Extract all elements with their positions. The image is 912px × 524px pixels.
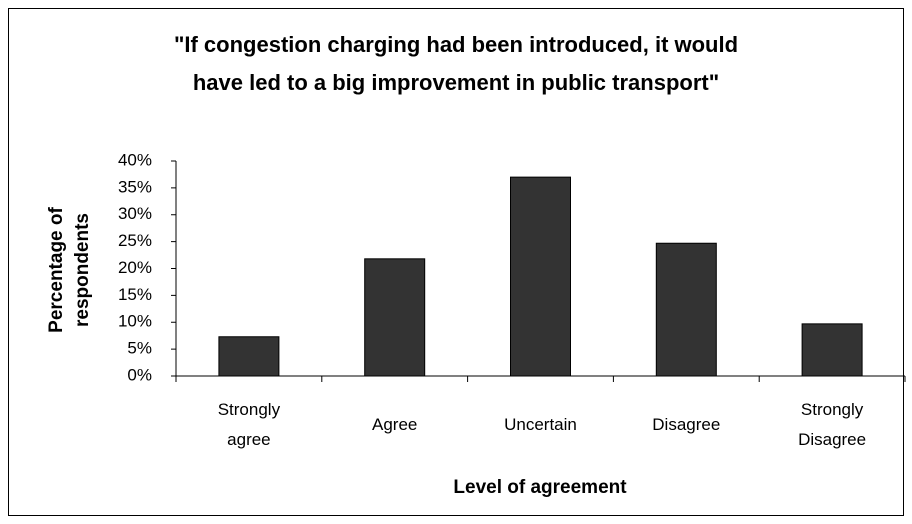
x-tick-label: Agree <box>372 415 417 434</box>
x-tick-label: Strongly agree <box>218 400 281 449</box>
bar <box>364 258 426 377</box>
y-tick-label: 35% <box>118 177 152 196</box>
bar <box>655 242 717 377</box>
y-tick-label: 0% <box>127 365 152 384</box>
y-tick-label: 20% <box>118 258 152 277</box>
y-tick-label: 25% <box>118 231 152 250</box>
chart-border <box>8 8 904 516</box>
y-tick-label: 5% <box>127 339 152 358</box>
y-axis-label: Percentage of respondents <box>46 207 93 333</box>
x-tick-label: Uncertain <box>504 415 577 434</box>
chart-title: "If congestion charging had been introdu… <box>174 32 738 95</box>
x-tick-label: Strongly Disagree <box>798 400 866 449</box>
y-tick-label: 10% <box>118 312 152 331</box>
x-axis-label: Level of agreement <box>453 477 627 498</box>
bar <box>218 336 280 377</box>
bar <box>801 323 863 377</box>
y-tick-label: 15% <box>118 285 152 304</box>
x-tick-label: Disagree <box>652 415 720 434</box>
bar <box>510 176 571 377</box>
y-tick-label: 40% <box>118 150 152 169</box>
y-tick-label: 30% <box>118 204 152 223</box>
